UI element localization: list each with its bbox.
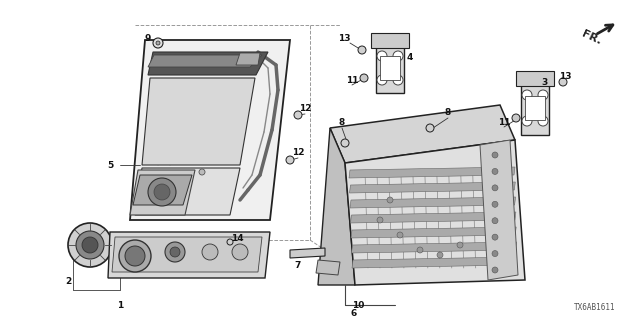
- Circle shape: [377, 75, 387, 85]
- Circle shape: [232, 244, 248, 260]
- Circle shape: [377, 217, 383, 223]
- Circle shape: [170, 247, 180, 257]
- Polygon shape: [142, 78, 255, 165]
- Polygon shape: [130, 170, 195, 215]
- Circle shape: [82, 237, 98, 253]
- Polygon shape: [135, 168, 240, 215]
- Circle shape: [437, 252, 443, 258]
- Circle shape: [294, 111, 302, 119]
- Text: 4: 4: [407, 52, 413, 61]
- Circle shape: [68, 223, 112, 267]
- Polygon shape: [112, 237, 262, 272]
- Circle shape: [202, 244, 218, 260]
- Circle shape: [199, 169, 205, 175]
- Circle shape: [358, 46, 366, 54]
- Circle shape: [538, 116, 548, 126]
- Circle shape: [492, 201, 498, 207]
- Circle shape: [492, 218, 498, 224]
- Circle shape: [153, 38, 163, 48]
- Polygon shape: [525, 96, 545, 120]
- Text: FR.: FR.: [580, 29, 604, 47]
- Text: 12: 12: [299, 103, 311, 113]
- Text: 3: 3: [542, 77, 548, 86]
- Circle shape: [492, 185, 498, 191]
- Polygon shape: [318, 128, 355, 285]
- Polygon shape: [351, 212, 516, 223]
- Circle shape: [492, 251, 498, 257]
- Polygon shape: [480, 140, 518, 280]
- Circle shape: [387, 197, 393, 203]
- Text: 11: 11: [498, 117, 510, 126]
- Text: 10: 10: [352, 300, 364, 309]
- Polygon shape: [349, 167, 515, 178]
- Text: 5: 5: [107, 161, 113, 170]
- Polygon shape: [516, 71, 554, 86]
- Polygon shape: [148, 52, 268, 75]
- Polygon shape: [148, 55, 262, 67]
- Text: 7: 7: [295, 260, 301, 269]
- Circle shape: [492, 234, 498, 240]
- Polygon shape: [521, 81, 549, 135]
- Polygon shape: [350, 197, 516, 208]
- Circle shape: [393, 51, 403, 61]
- Text: 9: 9: [145, 34, 151, 43]
- Circle shape: [417, 247, 423, 253]
- Circle shape: [492, 267, 498, 273]
- Text: 8: 8: [339, 117, 345, 126]
- Circle shape: [119, 240, 151, 272]
- Polygon shape: [380, 56, 400, 80]
- Circle shape: [492, 152, 498, 158]
- Text: TX6AB1611: TX6AB1611: [573, 303, 615, 312]
- Polygon shape: [349, 182, 515, 193]
- Text: 13: 13: [338, 34, 350, 43]
- Polygon shape: [352, 257, 517, 268]
- Circle shape: [457, 242, 463, 248]
- Circle shape: [341, 139, 349, 147]
- Circle shape: [522, 90, 532, 100]
- Polygon shape: [130, 40, 290, 220]
- Circle shape: [426, 124, 434, 132]
- Circle shape: [286, 156, 294, 164]
- Text: 12: 12: [292, 148, 304, 156]
- Circle shape: [360, 74, 368, 82]
- Circle shape: [559, 78, 567, 86]
- Polygon shape: [290, 248, 325, 258]
- Polygon shape: [108, 232, 270, 278]
- Circle shape: [165, 242, 185, 262]
- Circle shape: [377, 51, 387, 61]
- Circle shape: [393, 75, 403, 85]
- Polygon shape: [236, 53, 260, 65]
- Text: 8: 8: [445, 108, 451, 116]
- Text: 13: 13: [559, 71, 572, 81]
- Circle shape: [148, 178, 176, 206]
- Circle shape: [227, 239, 233, 245]
- Polygon shape: [351, 242, 516, 253]
- Circle shape: [512, 114, 520, 122]
- Polygon shape: [371, 33, 409, 48]
- Polygon shape: [316, 260, 340, 275]
- Polygon shape: [376, 43, 404, 93]
- Circle shape: [125, 246, 145, 266]
- Text: 6: 6: [351, 309, 357, 318]
- Polygon shape: [345, 140, 525, 285]
- Text: 2: 2: [65, 277, 71, 286]
- Circle shape: [156, 41, 160, 45]
- Circle shape: [538, 90, 548, 100]
- Circle shape: [154, 184, 170, 200]
- Circle shape: [492, 168, 498, 174]
- Circle shape: [397, 232, 403, 238]
- Polygon shape: [351, 227, 516, 238]
- Polygon shape: [133, 175, 192, 205]
- Circle shape: [522, 116, 532, 126]
- Text: 11: 11: [346, 76, 358, 84]
- Circle shape: [76, 231, 104, 259]
- Polygon shape: [330, 105, 515, 163]
- Text: 1: 1: [117, 300, 123, 309]
- Text: 14: 14: [230, 234, 243, 243]
